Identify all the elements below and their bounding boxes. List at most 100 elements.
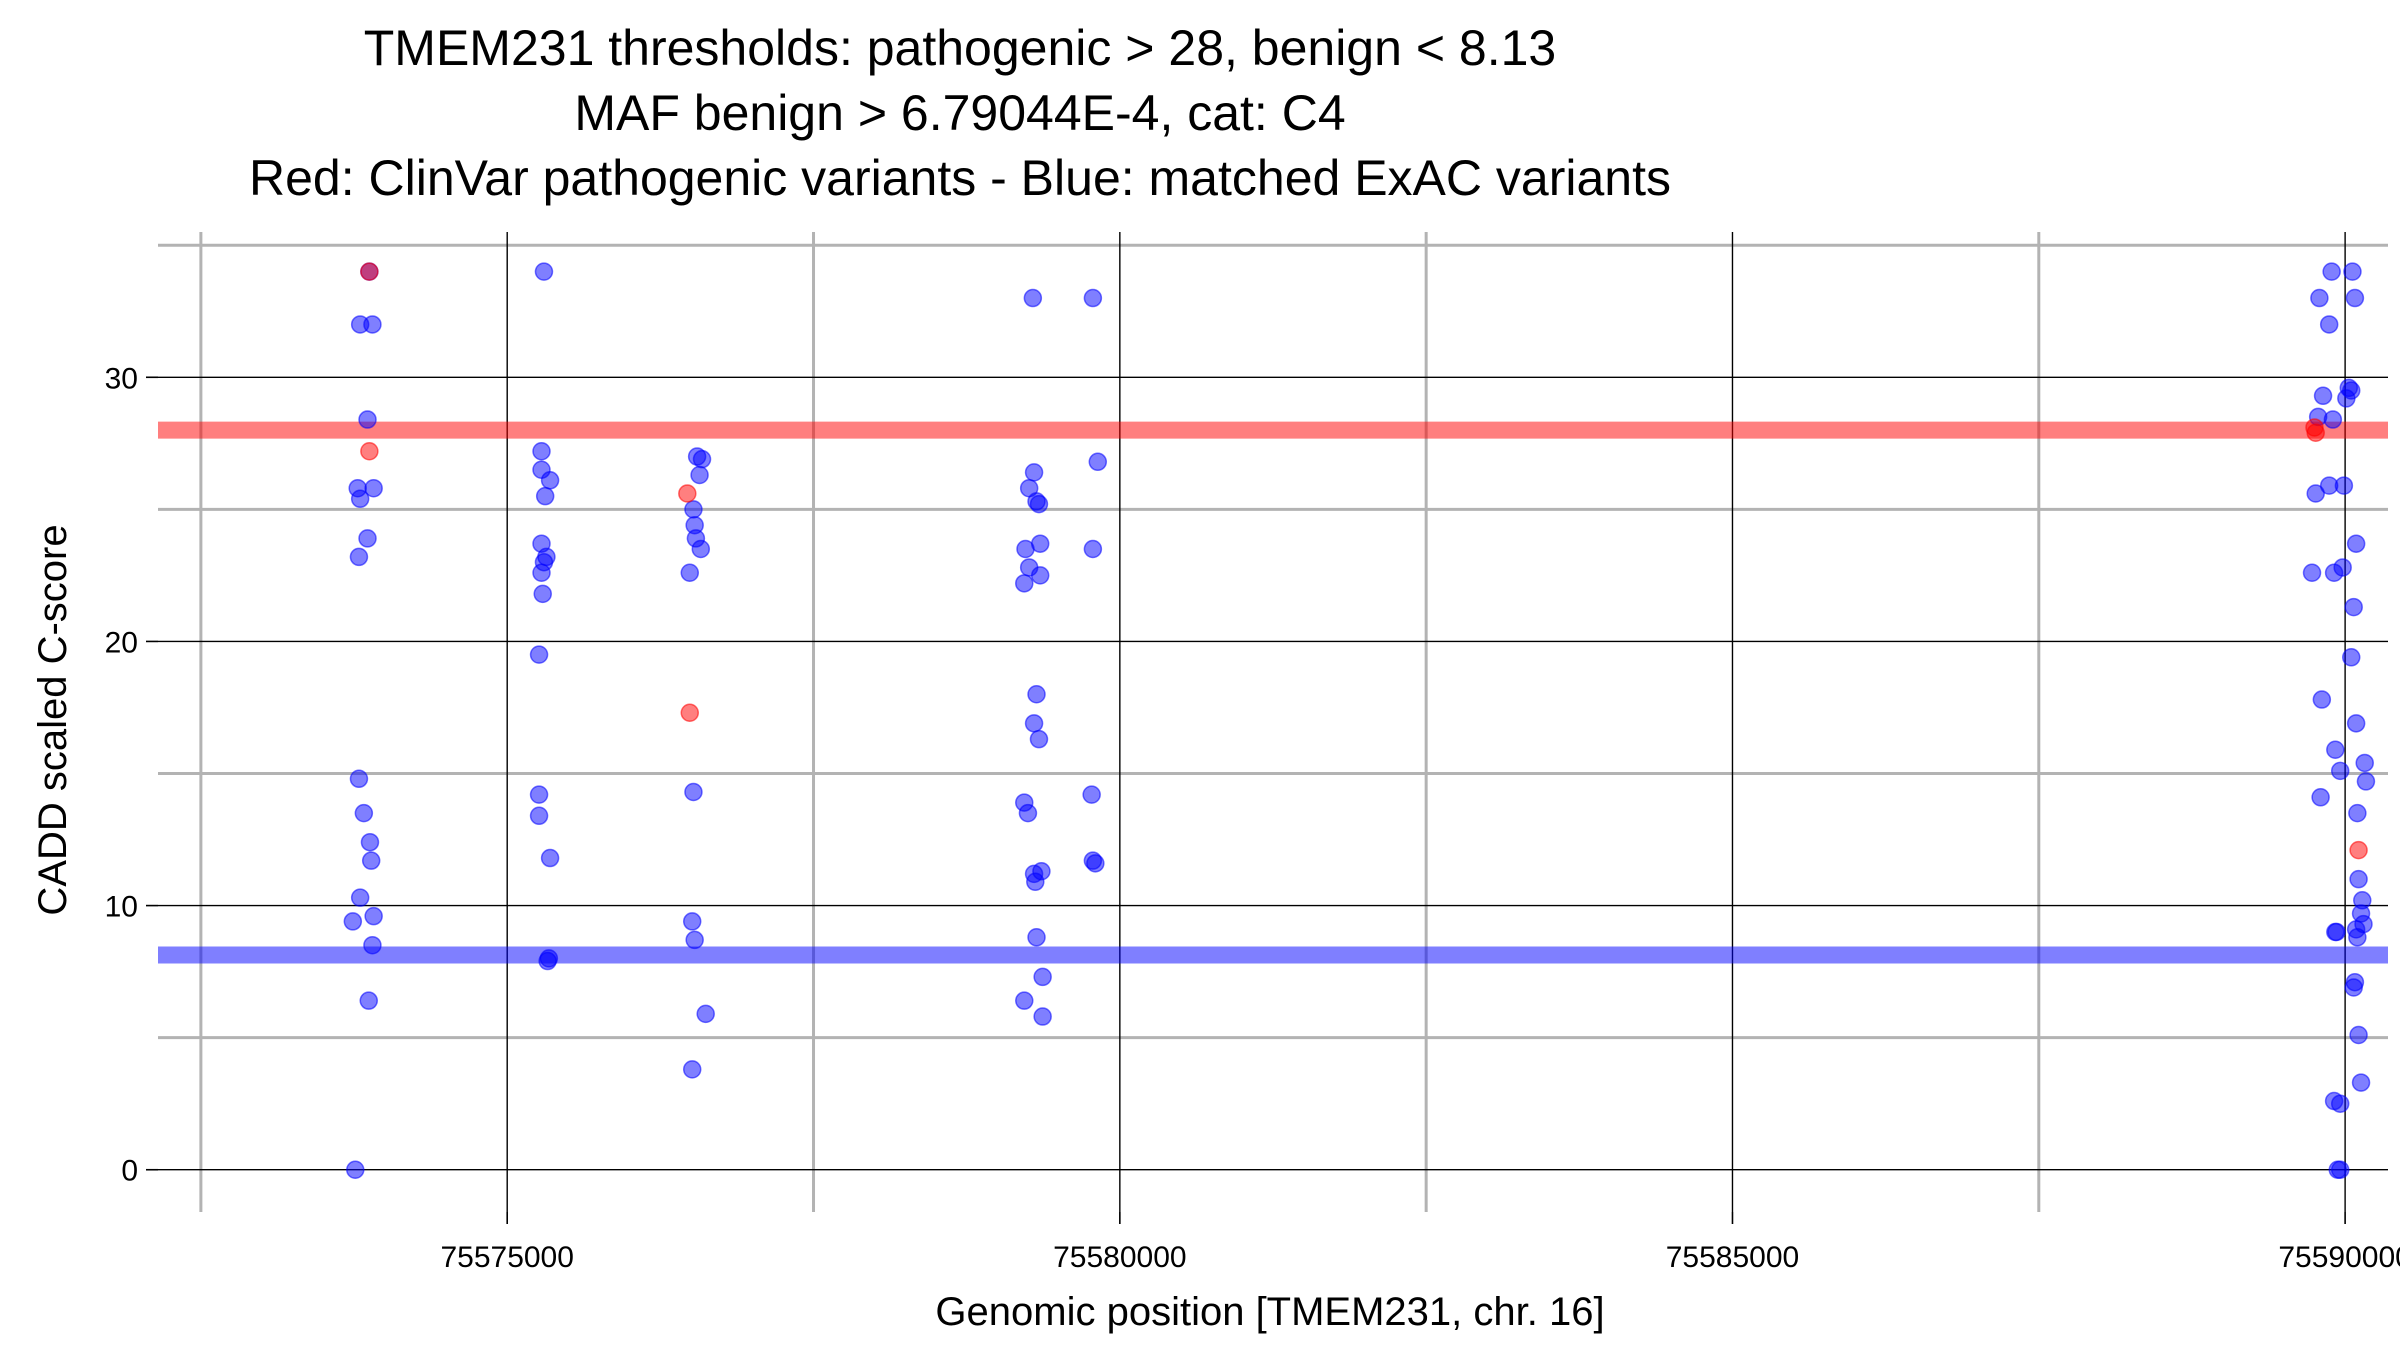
x-tick-label: 75590000	[2278, 1241, 2400, 1274]
benign-point	[2345, 288, 2365, 308]
benign-point	[2344, 978, 2363, 997]
x-tick-label: 75580000	[1053, 1241, 1186, 1274]
benign-point	[1088, 452, 1108, 472]
y-tick-label: 20	[105, 626, 138, 659]
benign-point	[2334, 476, 2354, 495]
benign-point	[1083, 539, 1103, 559]
benign-point	[2330, 1160, 2350, 1179]
pathogenic-point	[2306, 423, 2325, 443]
y-axis-title: CADD scaled C-score	[31, 524, 75, 915]
benign-point	[2319, 315, 2339, 334]
benign-point	[2322, 262, 2341, 281]
benign-point	[529, 645, 549, 664]
y-tick-label: 30	[105, 362, 138, 395]
benign-point	[350, 489, 370, 509]
benign-point	[1023, 288, 1043, 308]
benign-point	[692, 449, 712, 469]
title-line-1: TMEM231 thresholds: pathogenic > 28, ben…	[364, 20, 1556, 76]
benign-point	[2349, 1025, 2368, 1045]
benign-point	[540, 848, 560, 868]
pathogenic-point	[360, 441, 379, 461]
benign-point	[2330, 761, 2350, 781]
x-axis-title: Genomic position [TMEM231, chr. 16]	[935, 1290, 1604, 1334]
benign-point	[2341, 648, 2361, 667]
benign-point	[363, 315, 382, 334]
benign-point	[2330, 1094, 2350, 1113]
benign-point	[2348, 803, 2367, 823]
benign-point	[682, 1060, 702, 1079]
benign-point	[2343, 262, 2362, 281]
benign-point	[364, 478, 383, 498]
benign-point	[358, 529, 377, 548]
pathogenic-point	[2349, 840, 2368, 860]
benign-point	[2312, 690, 2332, 709]
benign-point	[682, 912, 702, 931]
benign-point	[1082, 785, 1101, 804]
benign-point	[690, 465, 709, 485]
benign-point	[2356, 772, 2376, 791]
benign-point	[1030, 566, 1050, 585]
pathogenic-point	[680, 703, 700, 723]
benign-point	[1015, 991, 1034, 1010]
benign-point	[1018, 803, 1038, 823]
x-tick-label: 75585000	[1666, 1241, 1799, 1274]
benign-point	[2324, 563, 2344, 583]
benign-point	[2302, 563, 2322, 583]
benign-point	[2310, 288, 2329, 308]
benign-point	[346, 1160, 365, 1179]
y-tick-label: 10	[105, 891, 138, 924]
benign-point	[363, 935, 382, 955]
benign-point	[1086, 854, 1105, 873]
benign-point	[364, 906, 383, 926]
benign-point	[685, 930, 704, 950]
benign-point	[361, 851, 381, 870]
benign-point	[2306, 484, 2325, 503]
benign-point	[1033, 967, 1052, 987]
title-line-3: Red: ClinVar pathogenic variants - Blue:…	[249, 150, 1671, 206]
benign-point	[2323, 410, 2343, 429]
benign-point	[1026, 872, 1045, 892]
benign-point	[1024, 714, 1044, 733]
benign-point	[2349, 869, 2368, 889]
benign-point	[2326, 740, 2345, 759]
benign-point	[532, 563, 551, 583]
benign-point	[2339, 378, 2359, 398]
benign-point	[2346, 534, 2366, 553]
pathogenic-point	[360, 262, 379, 281]
axis-ticks: 0 10 20 30 75575000 75580000 75585000 75590000	[105, 362, 2400, 1274]
benign-point	[349, 769, 369, 789]
benign-point	[360, 832, 380, 852]
benign-point	[354, 803, 374, 823]
title-line-2: MAF benign > 6.79044E-4, cat: C4	[574, 85, 1345, 141]
benign-point	[2313, 386, 2333, 406]
benign-point	[358, 410, 377, 429]
data-points	[343, 262, 2376, 1179]
benign-point	[532, 441, 551, 461]
benign-point	[349, 547, 369, 567]
threshold-lines	[158, 421, 2388, 964]
benign-point	[535, 486, 555, 506]
y-tick-label: 0	[121, 1155, 138, 1188]
benign-point	[359, 991, 378, 1010]
benign-point	[343, 912, 363, 931]
benign-point	[533, 584, 552, 604]
benign-point	[1029, 494, 1049, 514]
pathogenic-point	[678, 484, 697, 503]
benign-point	[1029, 729, 1049, 749]
benign-point	[2311, 788, 2330, 807]
chart-title: TMEM231 thresholds: pathogenic > 28, ben…	[249, 20, 1671, 206]
benign-point	[538, 951, 557, 971]
benign-point	[2346, 714, 2366, 733]
benign-point	[1016, 539, 1035, 559]
benign-point	[2327, 922, 2346, 942]
benign-point	[684, 500, 703, 519]
benign-point	[2351, 1073, 2371, 1092]
benign-point	[696, 1004, 715, 1024]
benign-point	[540, 471, 560, 490]
benign-point	[529, 806, 549, 826]
benign-point	[1033, 1007, 1052, 1026]
x-tick-label: 75575000	[440, 1241, 573, 1274]
benign-point	[529, 785, 549, 804]
